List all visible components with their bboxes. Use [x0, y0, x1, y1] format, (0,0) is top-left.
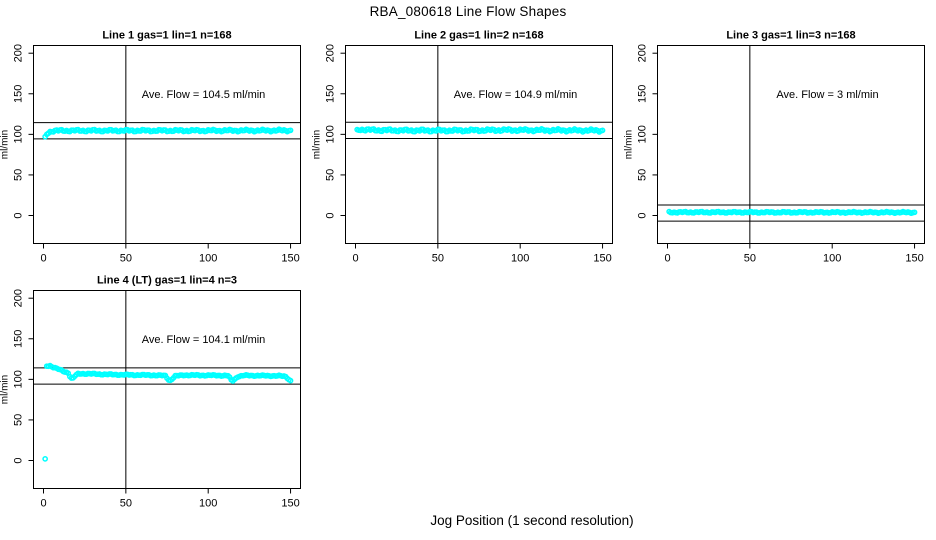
data-points [354, 126, 606, 135]
y-axis-title: ml/min [312, 130, 323, 159]
data-points [42, 362, 294, 462]
svg-text:100: 100 [13, 370, 25, 388]
subplot-title: Line 1 gas=1 lin=1 n=168 [102, 30, 231, 42]
x-axis-label: Jog Position (1 second resolution) [430, 513, 634, 528]
y-axis-ticks: 0 50 100 150 200 [637, 44, 658, 219]
svg-text:0: 0 [325, 212, 337, 218]
svg-text:50: 50 [120, 253, 132, 265]
y-axis-title: ml/min [0, 375, 11, 404]
subplot-title: Line 4 (LT) gas=1 lin=4 n=3 [97, 275, 237, 287]
subplot-line-4: 0 50 100 150 0 50 100 150 200 ml/min Line 4 (LT) g… [0, 275, 301, 510]
svg-text:150: 150 [13, 330, 25, 348]
svg-text:50: 50 [325, 169, 337, 181]
svg-text:100: 100 [823, 253, 841, 265]
data-points [666, 208, 918, 217]
y-axis-title: ml/min [624, 130, 635, 159]
subplot-title: Line 2 gas=1 lin=2 n=168 [414, 30, 543, 42]
reference-lines [345, 45, 613, 244]
svg-text:100: 100 [637, 125, 649, 143]
svg-text:150: 150 [13, 85, 25, 103]
svg-text:100: 100 [325, 125, 337, 143]
reference-lines [33, 45, 301, 244]
svg-text:50: 50 [13, 169, 25, 181]
svg-text:50: 50 [13, 414, 25, 426]
svg-text:0: 0 [13, 212, 25, 218]
svg-text:200: 200 [13, 44, 25, 62]
svg-text:150: 150 [325, 85, 337, 103]
y-axis-ticks: 0 50 100 150 200 [13, 44, 34, 219]
y-axis-ticks: 0 50 100 150 200 [325, 44, 346, 219]
y-axis-ticks: 0 50 100 150 200 [13, 289, 34, 464]
ave-flow-annotation: Ave. Flow = 104.5 ml/min [142, 89, 266, 101]
svg-text:0: 0 [637, 212, 649, 218]
svg-text:100: 100 [511, 253, 529, 265]
reference-lines [33, 290, 301, 489]
svg-text:200: 200 [13, 289, 25, 307]
data-points [42, 126, 294, 140]
x-axis-ticks: 0 50 100 150 [40, 243, 300, 265]
svg-text:0: 0 [40, 253, 46, 265]
x-axis-ticks: 0 50 100 150 [664, 243, 924, 265]
y-axis-title: ml/min [0, 130, 11, 159]
plot-box [33, 290, 301, 489]
svg-text:50: 50 [432, 253, 444, 265]
svg-text:100: 100 [199, 253, 217, 265]
svg-text:200: 200 [325, 44, 337, 62]
svg-text:0: 0 [664, 253, 670, 265]
ave-flow-annotation: Ave. Flow = 104.1 ml/min [142, 334, 266, 346]
svg-text:100: 100 [13, 125, 25, 143]
subplot-title: Line 3 gas=1 lin=3 n=168 [726, 30, 855, 42]
svg-text:200: 200 [637, 44, 649, 62]
plot-box [33, 45, 301, 244]
x-axis-ticks: 0 50 100 150 [40, 488, 300, 510]
subplot-line-3: 0 50 100 150 0 50 100 150 200 ml/min Line 3 gas=1 … [624, 30, 925, 265]
ave-flow-annotation: Ave. Flow = 3 ml/min [776, 89, 878, 101]
svg-text:0: 0 [352, 253, 358, 265]
svg-text:150: 150 [905, 253, 923, 265]
figure-title: RBA_080618 Line Flow Shapes [369, 4, 567, 19]
subplot-line-1: 0 50 100 150 0 50 100 150 200 ml/min Line 1 gas=1 … [0, 30, 301, 265]
svg-text:150: 150 [281, 253, 299, 265]
svg-text:100: 100 [199, 498, 217, 510]
svg-text:150: 150 [637, 85, 649, 103]
x-axis-ticks: 0 50 100 150 [352, 243, 612, 265]
svg-text:50: 50 [637, 169, 649, 181]
plot-box [657, 45, 925, 244]
svg-text:50: 50 [744, 253, 756, 265]
svg-text:0: 0 [13, 457, 25, 463]
ave-flow-annotation: Ave. Flow = 104.9 ml/min [454, 89, 578, 101]
plot-box [345, 45, 613, 244]
subplot-line-2: 0 50 100 150 0 50 100 150 200 ml/min Line 2 gas=1 … [312, 30, 613, 265]
svg-text:0: 0 [40, 498, 46, 510]
svg-text:150: 150 [593, 253, 611, 265]
svg-text:150: 150 [281, 498, 299, 510]
svg-text:50: 50 [120, 498, 132, 510]
